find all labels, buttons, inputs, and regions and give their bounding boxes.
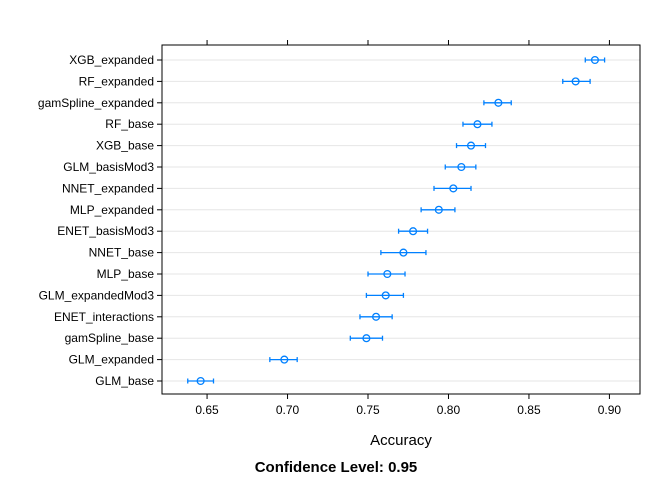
x-axis-ticks: 0.65 0.70 0.75 0.80 0.85 0.90 — [195, 40, 621, 417]
confidence-interval — [420, 207, 456, 213]
estimate-point — [409, 227, 418, 236]
confidence-interval — [562, 78, 591, 84]
category-label: ENET_basisMod3 — [57, 224, 154, 238]
plot-frame — [161, 44, 641, 395]
estimate-point — [362, 334, 371, 343]
confidence-interval — [462, 121, 493, 127]
confidence-interval — [380, 250, 427, 256]
category-label: RF_base — [105, 117, 154, 131]
category-label: GLM_basisMod3 — [63, 160, 154, 174]
confidence-interval — [269, 357, 298, 363]
x-tick-label: 0.85 — [517, 403, 541, 417]
confidence-caption: Confidence Level: 0.95 — [255, 459, 418, 476]
category-label: XGB_expanded — [69, 53, 154, 67]
estimate-point — [372, 312, 381, 321]
estimate-point — [381, 291, 390, 300]
confidence-interval — [349, 335, 384, 341]
category-label: NNET_base — [89, 246, 155, 260]
x-tick-label: 0.70 — [276, 403, 300, 417]
category-label: GLM_base — [95, 374, 154, 388]
x-tick-label: 0.75 — [356, 403, 380, 417]
estimate-point — [383, 269, 392, 279]
category-labels: XGB_expanded RF_expanded gamSpline_expande… — [38, 53, 162, 388]
confidence-interval — [584, 57, 606, 63]
estimate-point — [590, 55, 599, 65]
confidence-interval — [365, 292, 405, 298]
confidence-intervals — [187, 57, 606, 384]
estimate-point — [571, 77, 580, 86]
confidence-interval — [444, 164, 477, 170]
estimate-point — [399, 248, 408, 257]
category-label: MLP_base — [97, 267, 155, 281]
estimate-point — [434, 205, 443, 214]
x-tick-label: 0.90 — [598, 403, 622, 417]
x-axis-title: Accuracy — [370, 432, 432, 449]
estimate-point — [449, 184, 458, 193]
x-tick-label: 0.80 — [437, 403, 461, 417]
estimate-point — [466, 141, 476, 150]
category-label: MLP_expanded — [70, 203, 154, 217]
category-label: gamSpline_expanded — [38, 96, 154, 110]
confidence-interval — [483, 100, 512, 106]
category-label: XGB_base — [96, 139, 154, 153]
confidence-interval — [455, 143, 487, 149]
confidence-interval — [397, 228, 429, 234]
estimate-point — [457, 162, 466, 172]
plot-background — [162, 45, 640, 394]
confidence-interval — [187, 378, 215, 384]
category-label: GLM_expanded — [69, 353, 154, 367]
category-label: RF_expanded — [79, 74, 154, 88]
x-tick-label: 0.65 — [195, 403, 219, 417]
estimate-point — [280, 355, 289, 364]
estimate-point — [196, 376, 205, 386]
estimate-point — [494, 98, 503, 107]
category-label: ENET_interactions — [54, 310, 154, 324]
category-label: GLM_expandedMod3 — [39, 288, 155, 302]
confidence-interval — [433, 185, 472, 191]
gridlines — [162, 59, 640, 382]
confidence-interval — [359, 314, 393, 320]
estimate-points — [196, 55, 599, 386]
estimate-point — [473, 120, 482, 129]
confidence-interval — [367, 271, 406, 277]
category-label: gamSpline_base — [65, 331, 155, 345]
category-label: NNET_expanded — [62, 181, 154, 195]
